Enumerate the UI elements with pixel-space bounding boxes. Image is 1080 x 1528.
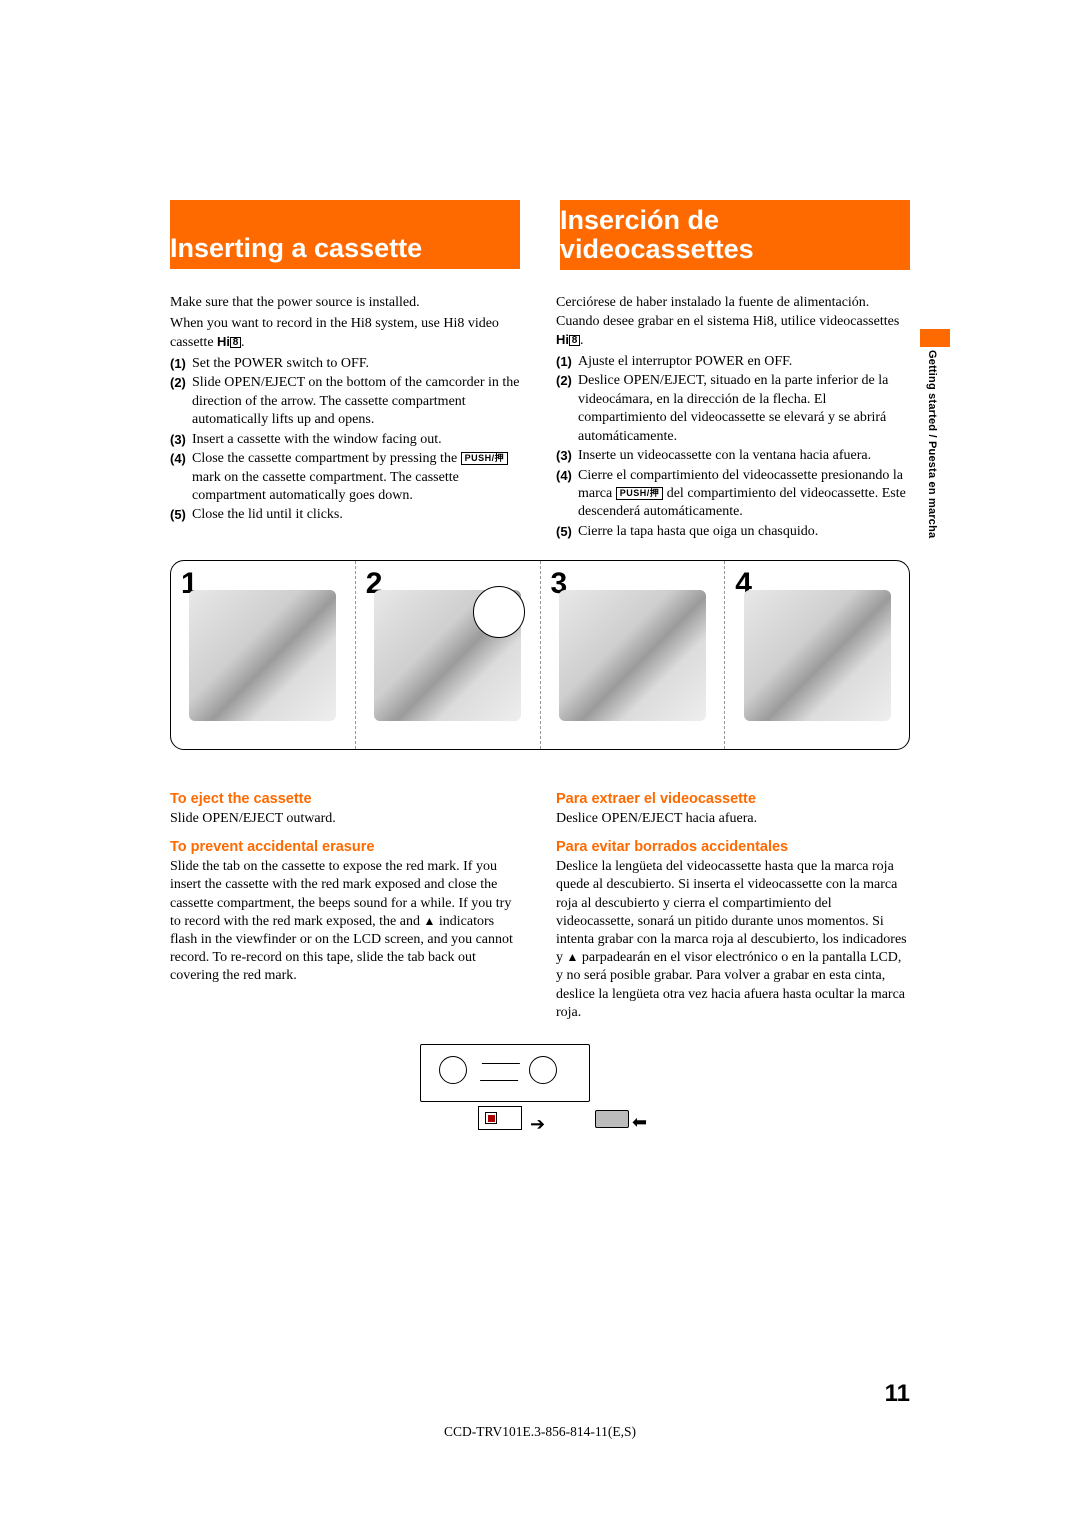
footer-code: CCD-TRV101E.3-856-814-11(E,S) (0, 1424, 1080, 1440)
figure-1-img (189, 590, 336, 722)
cassette-diagram: ➔ ⬅ (420, 1044, 660, 1134)
en-step2-num: (2) (170, 374, 190, 429)
title-en: Inserting a cassette (170, 200, 520, 269)
es-intro1-text: Cerciórese de haber instalado la fuente … (556, 295, 899, 328)
figure-4-img (744, 590, 891, 722)
en-step4-num: (4) (170, 450, 190, 505)
en-step4: Close the cassette compartment by pressi… (192, 450, 524, 505)
en-intro1: Make sure that the power source is insta… (170, 294, 524, 312)
side-tab (920, 329, 950, 347)
en-step2: Slide OPEN/EJECT on the bottom of the ca… (192, 374, 524, 429)
es-erase-t2: parpadearán en el visor electrónico o en… (556, 950, 905, 1020)
arrow-left-icon: ⬅ (632, 1112, 647, 1133)
eject-icon-es: ▲ (567, 950, 579, 966)
title-row: Inserting a cassette Inserción de videoc… (170, 200, 910, 270)
es-step1-num: (1) (556, 353, 576, 371)
es-eject-h: Para extraer el videocassette (556, 790, 910, 809)
eject-icon: ▲ (423, 914, 435, 930)
cassette-tab (595, 1110, 629, 1128)
hi8-text: Hi (217, 334, 230, 349)
cassette-reel-right (529, 1056, 557, 1084)
es-step5: Cierre la tapa hasta que oiga un chasqui… (578, 523, 910, 541)
hi8-box-es: 8 (569, 335, 580, 346)
hi8-logo: Hi8 (217, 333, 241, 350)
red-dot (488, 1115, 495, 1122)
en-erase-h: To prevent accidental erasure (170, 838, 524, 857)
figure-row: 1 2 3 4 (170, 560, 910, 750)
es-step3-num: (3) (556, 447, 576, 465)
title-es: Inserción de videocassettes (560, 200, 910, 270)
es-step4-num: (4) (556, 467, 576, 522)
side-chapter-label: Getting started / Puesta en marcha (926, 350, 938, 538)
figure-1: 1 (171, 561, 356, 749)
en-step4a: Close the cassette compartment by pressi… (192, 451, 461, 466)
es-eject-t: Deslice OPEN/EJECT hacia afuera. (556, 810, 910, 828)
subsection-es: Para extraer el videocassette Deslice OP… (556, 790, 910, 1022)
es-step2-num: (2) (556, 372, 576, 446)
en-step1-num: (1) (170, 355, 190, 373)
title-es-line1: Inserción de (560, 205, 719, 235)
cassette-window (480, 1063, 520, 1081)
figure-3-img (559, 590, 706, 722)
en-eject-h: To eject the cassette (170, 790, 524, 809)
subsection-en: To eject the cassette Slide OPEN/EJECT o… (170, 790, 524, 1022)
figure-4: 4 (725, 561, 909, 749)
es-step1: Ajuste el interruptor POWER en OFF. (578, 353, 910, 371)
instructions-es: Cerciórese de haber instalado la fuente … (556, 294, 910, 542)
en-step1: Set the POWER switch to OFF. (192, 355, 524, 373)
en-step5: Close the lid until it clicks. (192, 506, 524, 524)
cassette-body (420, 1044, 590, 1102)
es-erase-t: Deslice la lengüeta del videocassette ha… (556, 858, 910, 1022)
en-step5-num: (5) (170, 506, 190, 524)
push-mark: PUSH/押 (461, 452, 509, 465)
cassette-reel-left (439, 1056, 467, 1084)
instructions-en: Make sure that the power source is insta… (170, 294, 524, 542)
cassette-tab-slot (478, 1106, 522, 1130)
en-eject-t: Slide OPEN/EJECT outward. (170, 810, 524, 828)
en-step3-num: (3) (170, 431, 190, 449)
es-step3: Inserte un videocassette con la ventana … (578, 447, 910, 465)
en-intro2: When you want to record in the Hi8 syste… (170, 315, 524, 353)
figure-3: 3 (541, 561, 726, 749)
es-step4: Cierre el compartimiento del videocasset… (578, 467, 910, 522)
en-step4b: mark on the cassette compartment. The ca… (192, 470, 459, 503)
hi8-box: 8 (230, 337, 241, 348)
hi8-logo-es: Hi8 (556, 331, 580, 348)
es-step2: Deslice OPEN/EJECT, situado en la parte … (578, 372, 910, 446)
cassette-red-mark (485, 1112, 497, 1124)
title-es-line2: videocassettes (560, 234, 754, 264)
es-intro1: Cerciórese de haber instalado la fuente … (556, 294, 910, 350)
arrow-icon: ➔ (530, 1114, 545, 1135)
en-step3: Insert a cassette with the window facing… (192, 431, 524, 449)
figure-2-img (374, 590, 521, 722)
figure-2: 2 (356, 561, 541, 749)
page-number: 11 (885, 1380, 910, 1408)
es-erase-h: Para evitar borrados accidentales (556, 838, 910, 857)
push-mark-es: PUSH/押 (616, 487, 664, 500)
hi8-text-es: Hi (556, 332, 569, 347)
en-erase-t: Slide the tab on the cassette to expose … (170, 858, 524, 985)
es-step5-num: (5) (556, 523, 576, 541)
